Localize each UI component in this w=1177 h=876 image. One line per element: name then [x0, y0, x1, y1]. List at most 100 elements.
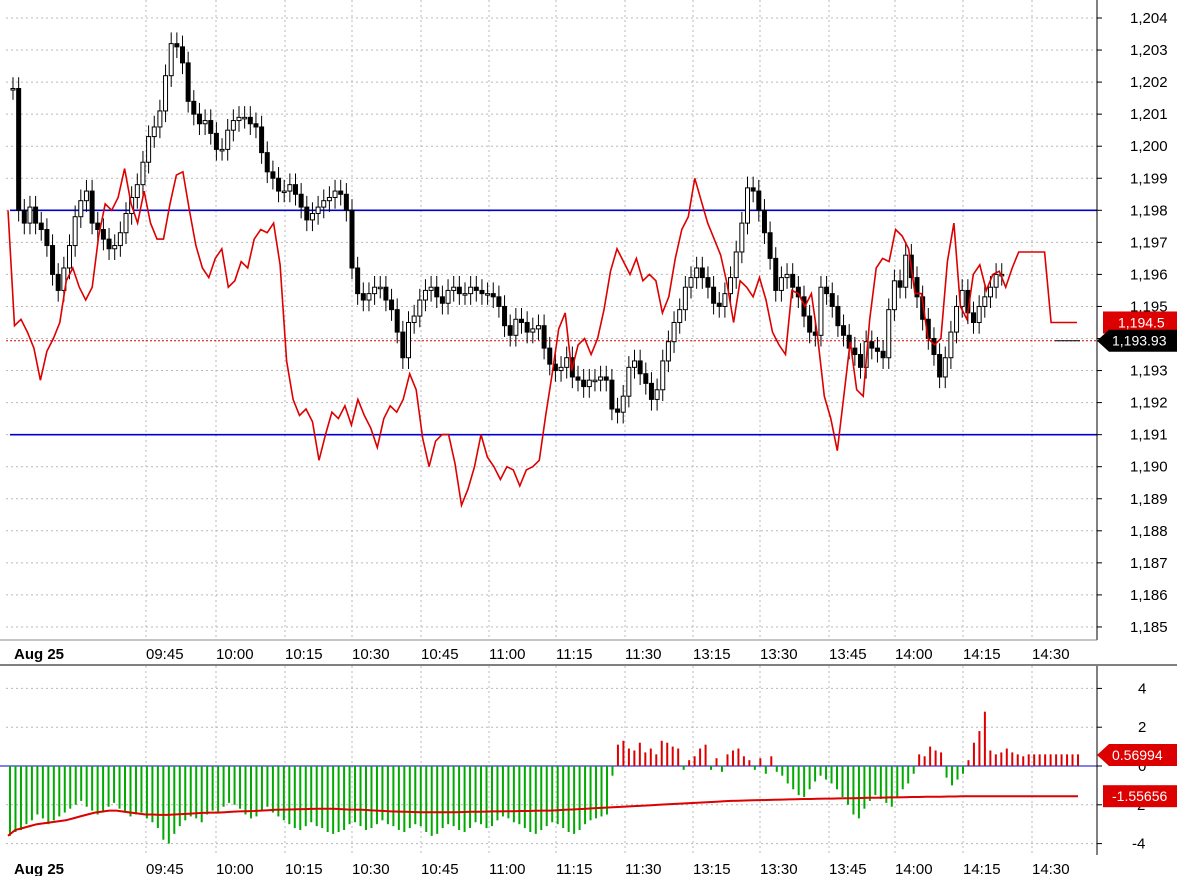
candle-body	[106, 238, 112, 250]
candle-body	[869, 341, 875, 349]
candle-body	[270, 171, 276, 179]
candle-body	[682, 286, 688, 311]
candle-body	[592, 379, 598, 383]
candle-body	[513, 318, 519, 336]
candle-body	[948, 331, 954, 359]
candle-body	[157, 110, 163, 128]
candle-body	[219, 148, 225, 152]
candle-body	[72, 216, 78, 247]
candle-body	[547, 347, 553, 365]
candle-body	[858, 354, 863, 368]
candle-body	[660, 360, 666, 391]
candle-body	[287, 184, 293, 192]
macd-line-label: -1.55656	[1112, 788, 1167, 804]
candle-body	[83, 190, 89, 202]
macd-histogram-label: 0.56994	[1112, 747, 1163, 763]
candle-body	[524, 321, 530, 333]
candle-body	[372, 286, 378, 295]
price-tick-label: 1,189	[1130, 491, 1168, 508]
price-x-label: 11:15	[556, 646, 592, 663]
candle-body	[236, 116, 242, 122]
candle-body	[541, 325, 547, 349]
macd-line-tag	[1103, 785, 1177, 808]
candle-body	[202, 120, 208, 125]
overlay-series-line	[7, 168, 1077, 509]
candle-body	[603, 376, 609, 381]
price-x-label: 09:45	[146, 646, 184, 663]
candle-body	[434, 286, 440, 298]
candle-body	[558, 366, 564, 372]
candle-body	[383, 286, 389, 301]
candle-body	[445, 289, 451, 304]
candle-body	[462, 293, 468, 296]
candle-body	[389, 299, 395, 311]
candle-body	[756, 190, 762, 211]
candle-body	[705, 277, 711, 288]
candle-body	[807, 315, 813, 333]
candle-body	[406, 321, 411, 359]
candle-body	[112, 245, 118, 250]
candle-body	[264, 152, 270, 173]
candle-body	[818, 286, 824, 336]
candle-body	[281, 190, 287, 194]
candle-body	[27, 206, 33, 224]
candle-body	[632, 360, 637, 368]
candle-body	[168, 43, 174, 77]
candle-body	[745, 187, 750, 224]
candle-body	[671, 321, 677, 343]
candle-body	[191, 100, 197, 115]
price-panel: 1,185 1,186 1,187 1,188 1,189 1,190 1,191 1,192…	[0, 0, 1177, 666]
price-tick-label: 1,204	[1130, 10, 1168, 27]
candle-body	[993, 273, 999, 288]
candle-body	[615, 408, 621, 413]
candle-body	[95, 222, 101, 231]
candle-body	[89, 190, 95, 224]
macd-x-label: 10:00	[216, 861, 254, 876]
candle-body	[490, 293, 496, 298]
price-plot-area	[0, 0, 1097, 640]
price-tick-label: 1,197	[1130, 234, 1168, 251]
price-tick-label: 1,190	[1130, 459, 1168, 476]
candle-body	[33, 206, 39, 224]
candle-body	[778, 277, 784, 291]
candle-body	[225, 129, 231, 150]
candle-body	[903, 254, 909, 288]
candle-body	[78, 200, 84, 218]
price-x-label: 10:45	[421, 646, 459, 663]
macd-x-label: 14:30	[1032, 861, 1070, 876]
candle-body	[473, 286, 479, 291]
candle-body	[502, 305, 508, 327]
candle-body	[841, 325, 847, 336]
candle-body	[10, 88, 16, 91]
macd-x-label: 13:30	[760, 861, 798, 876]
candle-body	[332, 190, 338, 198]
candle-body	[519, 318, 524, 323]
candle-body	[931, 338, 937, 356]
candle-body	[21, 209, 27, 224]
overlay-last-value-label: 1,194.5	[1118, 314, 1165, 330]
candle-body	[886, 309, 892, 359]
candle-body	[50, 245, 56, 275]
overlay-last-value-tag	[1103, 311, 1177, 334]
candle-body	[507, 325, 513, 336]
candle-body	[609, 379, 615, 410]
current-price-label: 1,193.93	[1112, 333, 1167, 349]
candle-body	[315, 206, 321, 215]
candle-body	[100, 229, 106, 240]
price-x-label: Aug 25	[14, 646, 64, 663]
price-x-label: 10:15	[285, 646, 323, 663]
candle-body	[767, 232, 773, 259]
price-tick-label: 1,198	[1130, 202, 1168, 219]
candle-body	[61, 267, 67, 291]
candle-body	[304, 206, 310, 221]
price-x-label: 13:15	[693, 646, 731, 663]
candle-body	[55, 273, 61, 291]
candle-body	[739, 222, 745, 253]
candle-body	[208, 120, 214, 134]
candle-body	[321, 200, 327, 208]
candle-body	[259, 126, 265, 154]
candle-body	[174, 43, 180, 48]
macd-tick-label: 0	[1138, 758, 1146, 775]
